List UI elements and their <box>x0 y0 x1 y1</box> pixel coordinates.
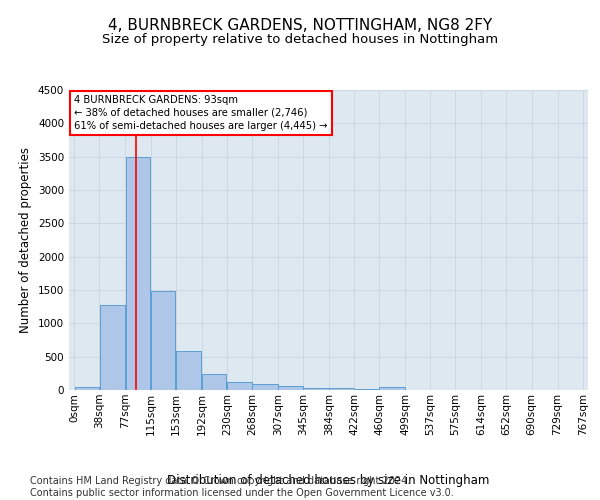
Y-axis label: Number of detached properties: Number of detached properties <box>19 147 32 333</box>
Bar <box>74 388 99 390</box>
Bar <box>202 374 226 390</box>
Text: Contains HM Land Registry data © Crown copyright and database right 2024.
Contai: Contains HM Land Registry data © Crown c… <box>30 476 454 498</box>
Text: 4, BURNBRECK GARDENS, NOTTINGHAM, NG8 2FY: 4, BURNBRECK GARDENS, NOTTINGHAM, NG8 2F… <box>108 18 492 32</box>
Bar <box>100 304 125 390</box>
Bar <box>329 388 354 390</box>
Bar <box>125 156 150 390</box>
Bar <box>151 292 175 390</box>
Bar <box>227 382 251 390</box>
Bar <box>379 388 405 390</box>
Bar <box>176 352 202 390</box>
Bar <box>252 384 278 390</box>
Bar <box>354 388 379 390</box>
X-axis label: Distribution of detached houses by size in Nottingham: Distribution of detached houses by size … <box>167 474 490 487</box>
Text: Size of property relative to detached houses in Nottingham: Size of property relative to detached ho… <box>102 32 498 46</box>
Bar <box>303 388 329 390</box>
Text: 4 BURNBRECK GARDENS: 93sqm
← 38% of detached houses are smaller (2,746)
61% of s: 4 BURNBRECK GARDENS: 93sqm ← 38% of deta… <box>74 94 328 131</box>
Bar <box>278 386 303 390</box>
